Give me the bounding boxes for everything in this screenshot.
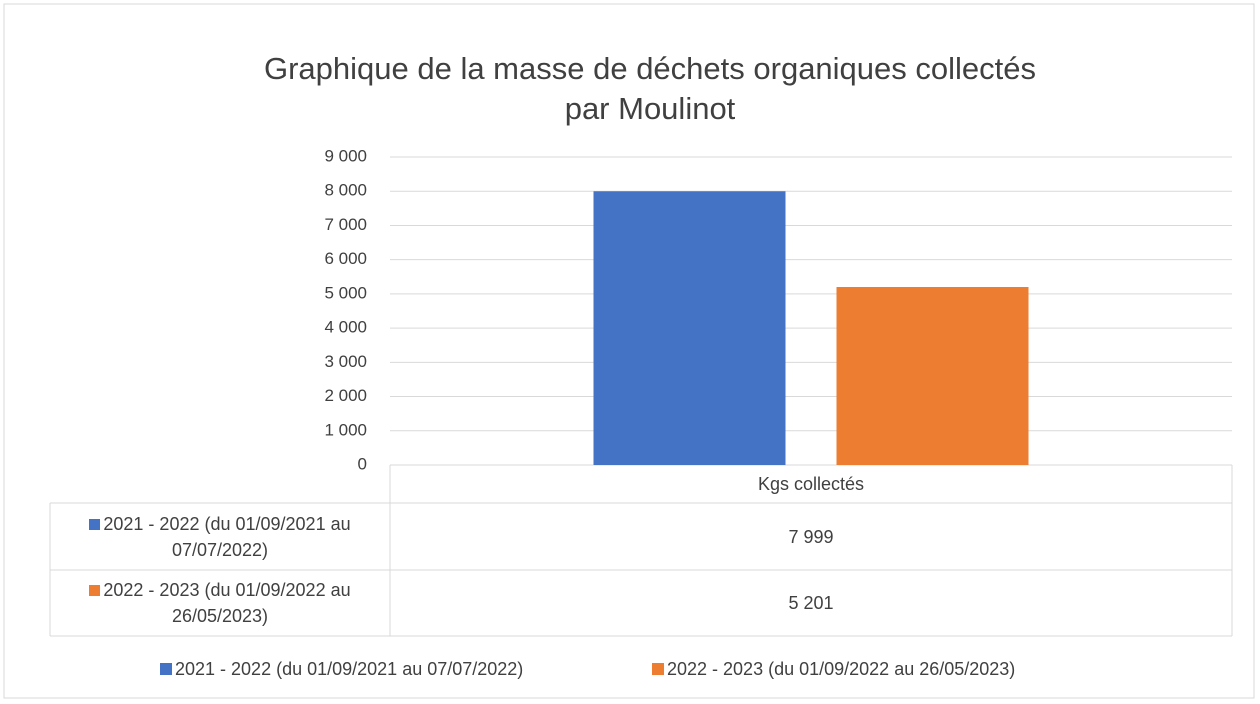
y-tick-label: 5 000 — [324, 283, 367, 302]
series-name: 2022 - 2023 (du 01/09/2022 au 26/05/2023… — [103, 580, 351, 626]
legend-label: 2021 - 2022 (du 01/09/2021 au 07/07/2022… — [175, 659, 523, 679]
table-value: 7 999 — [788, 526, 834, 547]
y-tick-label: 2 000 — [324, 386, 367, 405]
series-name: 2021 - 2022 (du 01/09/2021 au 07/07/2022… — [103, 513, 351, 560]
row-header-text: 2022 - 2023 (du 01/09/2022 au 26/05/2023… — [56, 577, 384, 629]
y-tick-label: 6 000 — [324, 249, 367, 268]
legend-swatch — [652, 663, 664, 675]
legend-swatch — [160, 663, 172, 675]
y-tick-label: 7 000 — [324, 215, 367, 234]
table-row-header: 2022 - 2023 (du 01/09/2022 au 26/05/2023… — [50, 570, 390, 636]
bar — [836, 287, 1029, 465]
y-tick-label: 3 000 — [324, 352, 367, 371]
legend-label: 2022 - 2023 (du 01/09/2022 au 26/05/2023… — [667, 659, 1015, 679]
table-row-header: 2021 - 2022 (du 01/09/2021 au 07/07/2022… — [50, 503, 390, 570]
y-tick-label: 9 000 — [324, 146, 367, 165]
row-header-text: 2021 - 2022 (du 01/09/2021 au 07/07/2022… — [56, 511, 384, 563]
x-tick-label: Kgs collectés — [758, 474, 864, 494]
bar — [593, 191, 786, 465]
legend-key — [89, 518, 101, 530]
table-value: 5 201 — [788, 593, 834, 613]
y-tick-label: 8 000 — [324, 181, 367, 200]
legend-key — [89, 585, 101, 596]
chart-title: Graphique de la masse de déchets organiq… — [263, 51, 1037, 126]
y-tick-label: 4 000 — [324, 318, 367, 337]
y-tick-label: 1 000 — [324, 420, 367, 439]
y-tick-label: 0 — [358, 454, 367, 473]
